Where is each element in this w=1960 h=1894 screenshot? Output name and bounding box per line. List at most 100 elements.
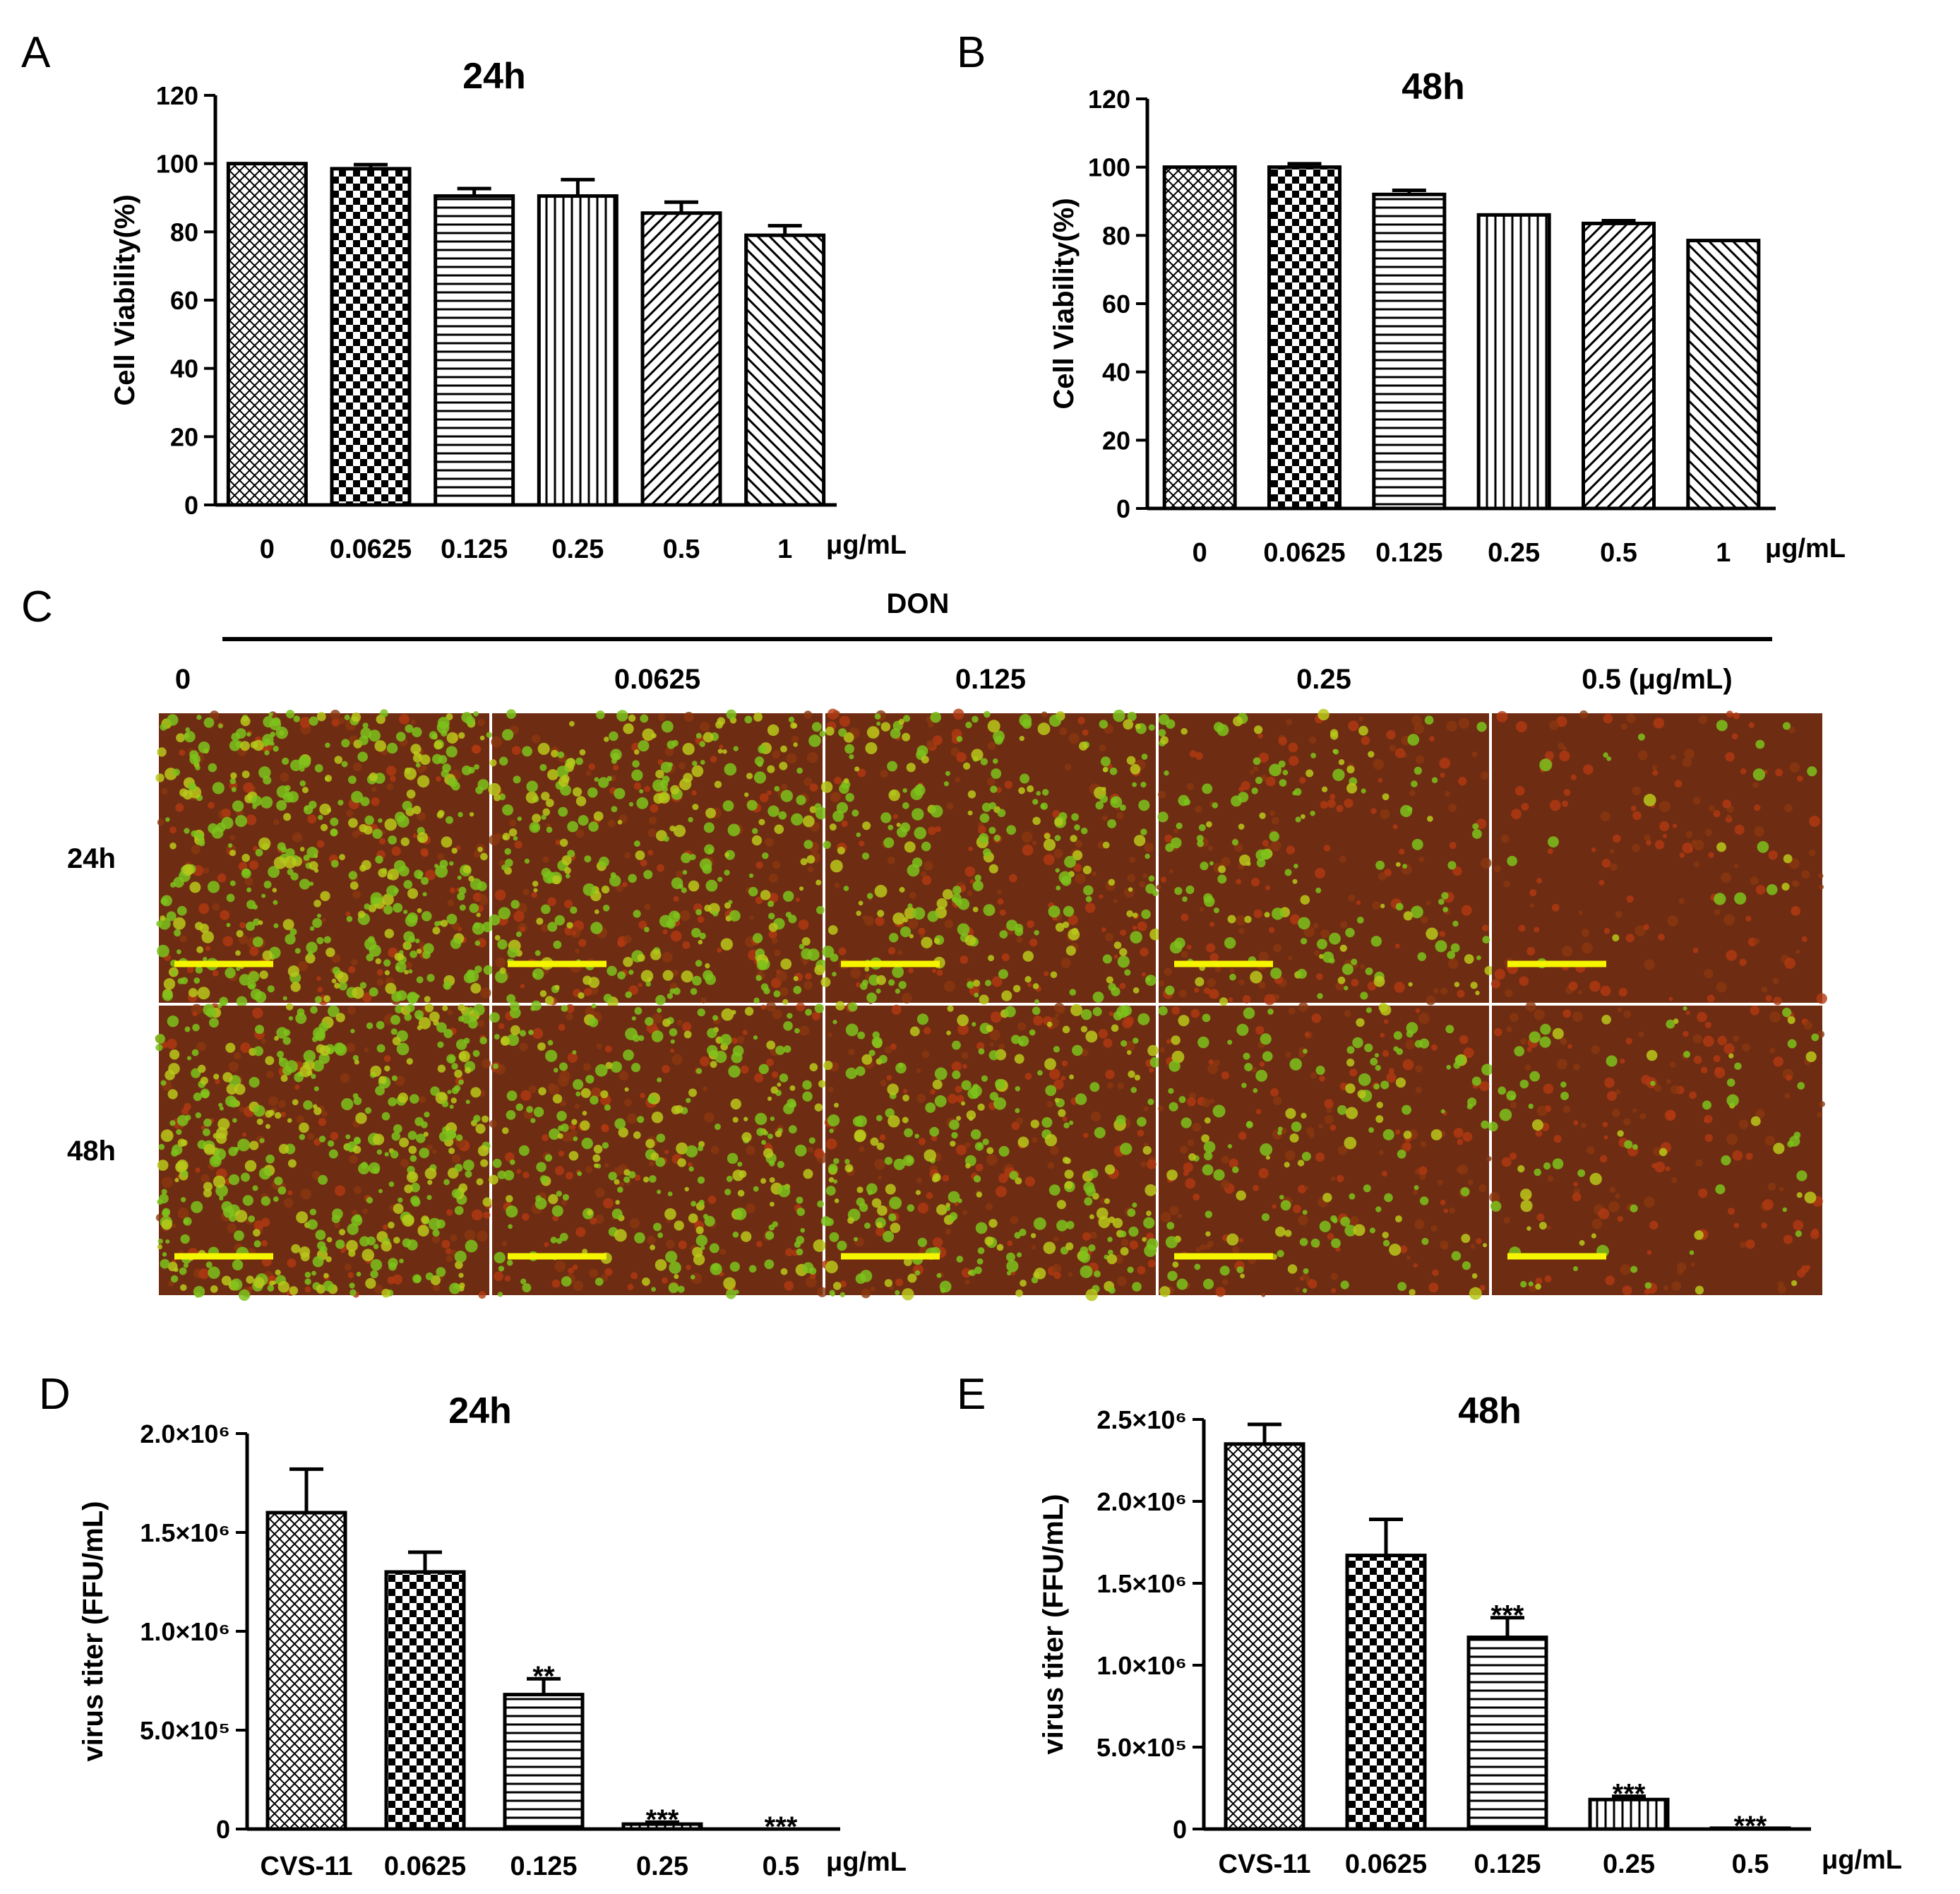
cell-dot-green: [1132, 782, 1137, 787]
cell-dot-green: [684, 1186, 689, 1192]
cell-dot-green: [691, 761, 698, 766]
cell-dot-green: [829, 1232, 839, 1242]
cell-dot-green: [273, 900, 278, 905]
cell-dot-green: [436, 1022, 447, 1033]
cell-dot-green: [768, 1224, 775, 1231]
cell-dot-red: [1500, 834, 1510, 843]
cell-dot-red: [731, 1037, 738, 1044]
cell-dot-green: [989, 1092, 999, 1101]
cell-dot-green: [799, 886, 804, 891]
cell-dot-green: [631, 1016, 636, 1021]
micrograph-grid: [155, 708, 1827, 1302]
cell-dot-green: [472, 922, 485, 935]
cell-dot-red: [583, 988, 592, 996]
cell-dot-green: [1552, 1028, 1564, 1040]
cell-dot-red: [1671, 1177, 1678, 1184]
cell-dot-green: [497, 939, 508, 950]
cell-dot-green: [184, 730, 196, 743]
cell-dot-red: [348, 965, 356, 974]
cell-dot-red: [855, 982, 861, 988]
cell-dot-green: [1445, 1025, 1454, 1034]
cell-dot-green: [769, 1201, 775, 1207]
cell-dot-green: [1382, 1232, 1389, 1239]
cell-dot-green: [260, 796, 273, 809]
cell-dot-red: [422, 850, 429, 857]
cell-dot-green: [531, 1000, 542, 1011]
cell-dot-red: [1479, 1081, 1490, 1092]
cell-dot-green: [1108, 1287, 1116, 1294]
cell-dot-red: [1440, 773, 1445, 778]
cell-dot-red: [1186, 944, 1192, 950]
cell-dot-red: [399, 714, 410, 725]
cell-dot-green: [686, 1097, 691, 1103]
cell-dot-red: [1169, 1205, 1179, 1215]
cell-dot-green: [299, 1133, 306, 1140]
cell-dot-red: [1257, 733, 1263, 739]
cell-dot-green: [303, 1100, 313, 1110]
cell-dot-red: [874, 1159, 885, 1170]
cell-dot-green: [265, 1154, 275, 1164]
cell-dot-red: [622, 881, 628, 888]
cell-dot-green: [1734, 892, 1747, 905]
cell-dot-green: [173, 917, 186, 930]
cell-dot-green: [1363, 1184, 1371, 1193]
cell-dot-green: [778, 811, 787, 820]
cell-dot-red: [1269, 810, 1276, 816]
cell-dot-red: [450, 1234, 458, 1241]
cell-dot-green: [726, 1175, 733, 1182]
x-tick-label: 0.25: [551, 535, 604, 564]
cell-dot-green: [767, 900, 775, 907]
cell-dot-red: [1714, 1067, 1721, 1073]
cell-dot-red: [1298, 1215, 1308, 1225]
cell-dot-red: [1068, 915, 1078, 925]
cell-dot-red: [749, 915, 754, 920]
cell-dot-green: [657, 1232, 664, 1239]
cell-dot-red: [221, 808, 231, 818]
cell-dot-green: [1205, 1231, 1211, 1237]
cell-dot-red: [1336, 804, 1344, 813]
cell-dot-green: [314, 764, 323, 773]
cell-dot-red: [1526, 1047, 1532, 1052]
cell-dot-green: [1370, 936, 1382, 947]
cell-dot-green: [615, 1200, 620, 1205]
cell-dot-green: [1462, 1261, 1471, 1270]
cell-dot-red: [1755, 885, 1766, 895]
cell-dot-green: [1572, 1265, 1579, 1272]
cell-dot-green: [477, 1145, 489, 1157]
cell-dot-green: [316, 1044, 325, 1054]
cell-dot-green: [705, 974, 717, 985]
cell-dot-red: [1754, 826, 1764, 837]
cell-dot-green: [262, 950, 273, 961]
cell-dot-green: [378, 1189, 383, 1193]
cell-dot-red: [1599, 1155, 1608, 1163]
cell-dot-green: [1351, 958, 1358, 965]
cell-dot-red: [1726, 710, 1733, 718]
cell-dot-red: [1399, 1245, 1408, 1253]
y-tick-label: 2.0×10⁶: [1096, 1487, 1187, 1516]
cell-dot-red: [1784, 958, 1795, 969]
bar: [434, 194, 515, 507]
cell-dot-green: [157, 1160, 169, 1171]
cell-dot-green: [285, 934, 296, 945]
cell-dot-green: [1315, 887, 1322, 893]
cell-dot-green: [1282, 770, 1289, 775]
cell-dot-green: [965, 1162, 971, 1169]
cell-dot-green: [829, 1128, 834, 1133]
cell-dot-green: [176, 949, 181, 955]
cell-dot-red: [644, 785, 651, 792]
cell-dot-green: [372, 1167, 380, 1174]
x-tick-label: 0: [1193, 538, 1207, 568]
cell-dot-green: [393, 1237, 400, 1244]
cell-dot-green: [572, 1050, 577, 1055]
y-tick-label: 20: [170, 422, 198, 451]
cell-dot-red: [1084, 903, 1096, 913]
cell-dot-red: [700, 722, 710, 732]
cell-dot-red: [1726, 949, 1738, 961]
cell-dot-red: [1119, 982, 1126, 989]
cell-dot-green: [691, 928, 701, 938]
cell-dot-red: [1270, 840, 1281, 852]
cell-dot-red: [1285, 1052, 1291, 1058]
cell-dot-green: [830, 953, 839, 963]
cell-dot-green: [237, 1138, 251, 1152]
cell-dot-green: [1702, 1100, 1711, 1110]
